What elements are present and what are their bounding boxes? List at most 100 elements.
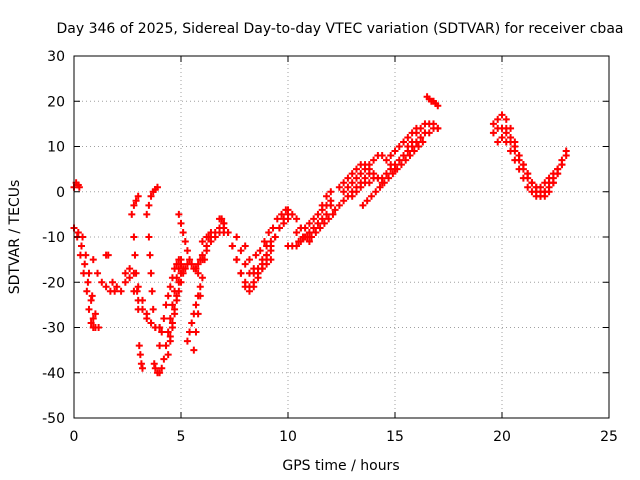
data-point	[507, 133, 515, 141]
data-point	[280, 215, 288, 223]
y-tick-label: 10	[47, 140, 65, 156]
data-point	[415, 143, 423, 150]
data-point	[397, 161, 405, 169]
data-point	[402, 156, 410, 164]
data-point	[310, 215, 318, 223]
data-point	[494, 138, 502, 146]
data-point	[515, 165, 523, 173]
y-tick-label: -40	[42, 366, 65, 382]
data-point	[327, 188, 335, 196]
data-point	[168, 301, 176, 309]
data-point	[404, 143, 412, 150]
series-s40	[387, 124, 420, 160]
data-point	[391, 161, 399, 169]
data-point	[537, 192, 545, 200]
data-point	[395, 156, 403, 164]
data-point	[537, 183, 545, 191]
data-point	[192, 301, 200, 309]
data-point	[293, 242, 301, 250]
data-point	[133, 287, 141, 295]
data-point	[245, 256, 253, 264]
data-point	[352, 165, 360, 173]
data-point	[400, 152, 408, 160]
data-point	[412, 129, 420, 137]
data-point	[207, 238, 215, 246]
data-point	[181, 265, 189, 273]
series-s39	[359, 138, 427, 209]
data-point	[389, 170, 397, 178]
series-s24	[216, 215, 228, 227]
data-point	[344, 174, 352, 182]
data-point	[241, 283, 249, 291]
data-point	[365, 161, 373, 169]
data-point	[153, 183, 161, 191]
data-point	[228, 242, 236, 250]
data-point	[233, 256, 241, 264]
data-point	[138, 364, 146, 372]
data-point	[79, 233, 87, 241]
data-point	[134, 283, 142, 291]
data-point	[494, 115, 502, 123]
data-point	[387, 165, 395, 173]
data-point	[147, 269, 155, 277]
data-point	[156, 324, 164, 331]
data-point	[143, 210, 151, 218]
data-point	[162, 342, 170, 350]
data-point	[192, 328, 200, 336]
data-point	[132, 197, 140, 205]
x-tick-label: 5	[177, 429, 186, 445]
data-point	[132, 269, 140, 277]
data-point	[173, 274, 181, 282]
data-point	[130, 233, 138, 241]
data-point	[344, 183, 352, 191]
data-point	[361, 165, 369, 173]
data-point	[308, 233, 316, 241]
data-point	[88, 292, 96, 300]
data-point	[166, 337, 174, 345]
data-point	[348, 179, 356, 187]
data-point	[190, 346, 198, 354]
data-point	[74, 228, 82, 236]
data-point	[295, 238, 303, 246]
data-point	[145, 233, 153, 241]
data-point	[194, 310, 202, 318]
data-point	[359, 201, 367, 209]
data-point	[237, 247, 245, 255]
series-s47	[502, 124, 562, 191]
data-point	[541, 188, 549, 196]
data-point	[370, 156, 378, 164]
data-point	[305, 238, 313, 246]
data-point	[406, 152, 414, 160]
series-s11	[135, 342, 146, 372]
data-point	[89, 314, 97, 322]
data-point	[188, 260, 196, 268]
data-point	[82, 251, 90, 259]
data-point	[288, 210, 296, 218]
data-point	[310, 224, 318, 232]
data-point	[186, 328, 194, 336]
data-point	[318, 215, 326, 223]
data-point	[519, 174, 527, 182]
data-point	[256, 247, 264, 255]
data-point	[314, 219, 322, 227]
data-point	[515, 152, 523, 160]
data-point	[130, 201, 138, 209]
data-point	[340, 197, 348, 205]
data-point	[278, 210, 286, 218]
y-tick-label: 30	[47, 49, 65, 65]
series-s06	[102, 251, 112, 259]
series-s05	[89, 256, 119, 295]
data-point	[147, 192, 155, 200]
data-point	[385, 174, 393, 182]
data-point	[211, 228, 219, 236]
data-point	[391, 147, 399, 155]
data-point	[237, 269, 245, 277]
data-point	[81, 260, 89, 268]
data-point	[318, 201, 326, 209]
data-point	[192, 265, 200, 273]
data-point	[188, 319, 196, 327]
data-point	[177, 278, 185, 286]
data-point	[166, 314, 174, 322]
data-point	[348, 192, 356, 200]
series-s08	[121, 265, 164, 331]
